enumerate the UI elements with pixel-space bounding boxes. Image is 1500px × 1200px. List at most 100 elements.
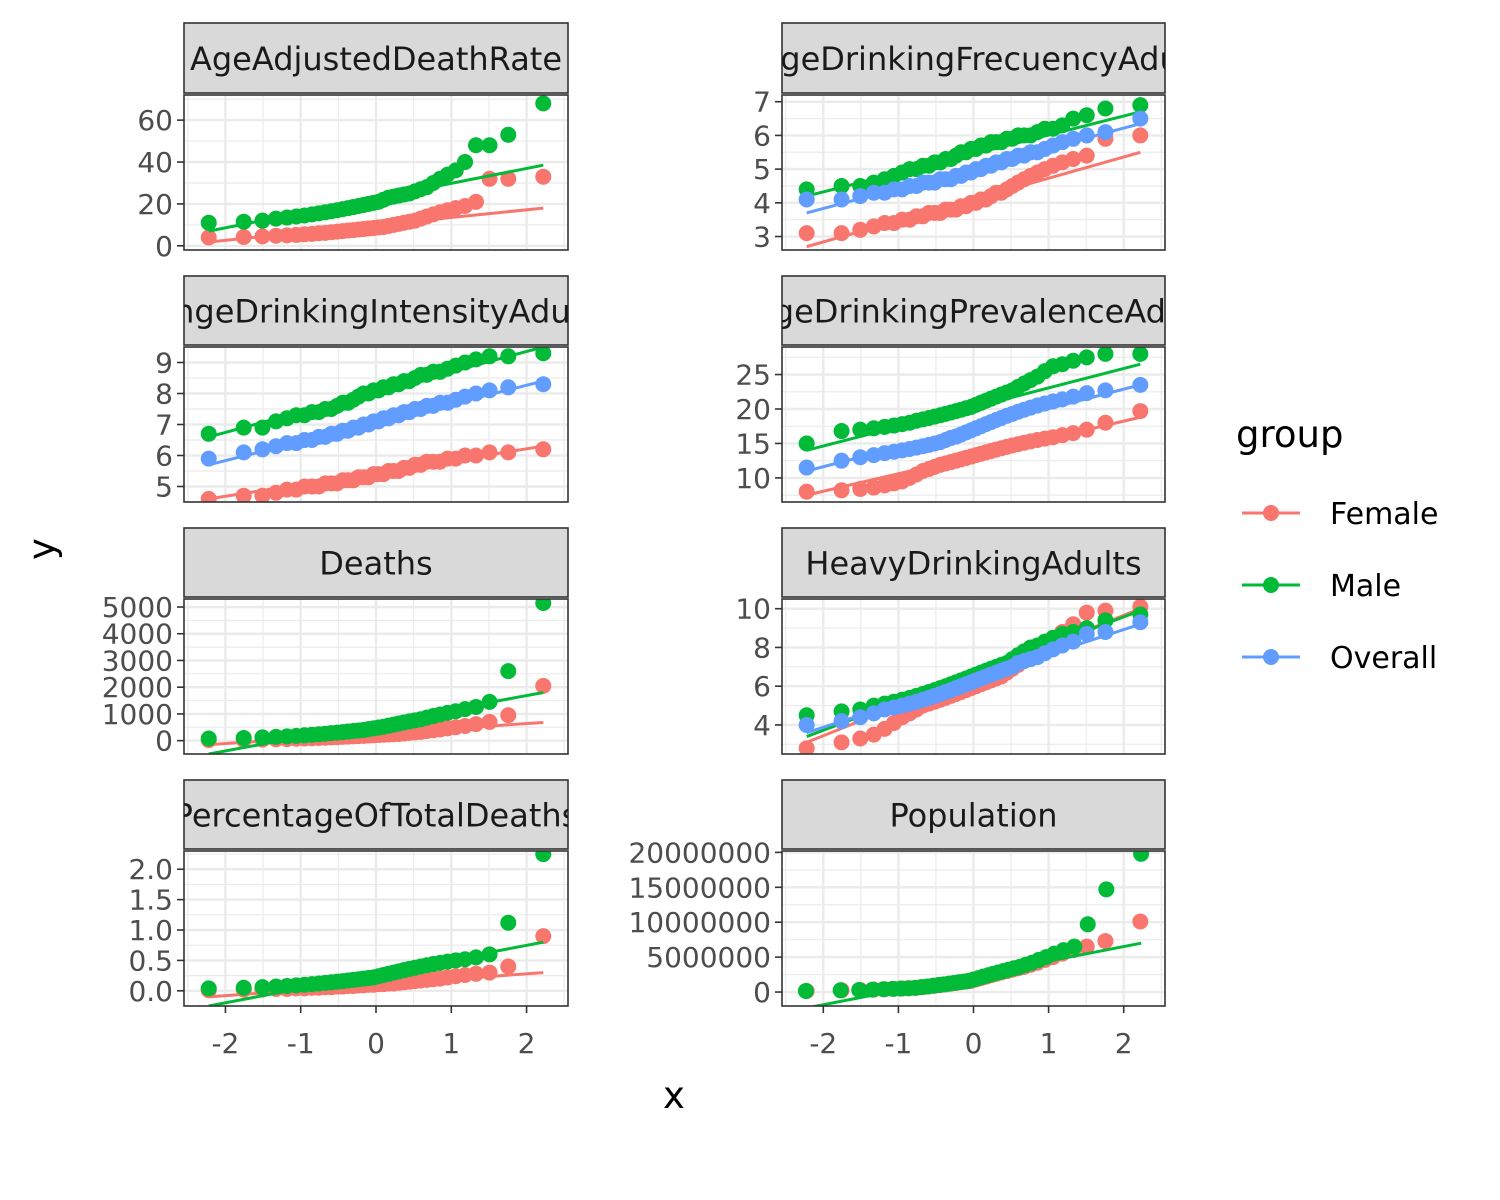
facet-strip bbox=[183, 779, 569, 850]
series-layer bbox=[200, 347, 552, 502]
point-male bbox=[200, 730, 217, 747]
series-layer bbox=[200, 599, 552, 754]
series-layer bbox=[200, 851, 552, 1006]
point-female bbox=[833, 734, 850, 751]
facet-strip-label: HeavyDrinkingAdults bbox=[805, 545, 1141, 583]
y-tick-label: 3 bbox=[753, 221, 771, 254]
point-female bbox=[852, 221, 869, 238]
point-male bbox=[481, 348, 498, 365]
point-female bbox=[1078, 604, 1095, 621]
point-overall bbox=[200, 450, 217, 467]
legend-item-male: Male bbox=[1242, 569, 1401, 604]
panel-border bbox=[781, 346, 1166, 503]
point-male bbox=[1097, 100, 1114, 117]
point-male bbox=[535, 599, 552, 612]
point-overall bbox=[1132, 614, 1149, 631]
y-tick-label: 15 bbox=[735, 427, 771, 460]
point-overall bbox=[500, 379, 517, 396]
y-tick-label: 0.5 bbox=[128, 944, 173, 977]
point-male bbox=[235, 419, 252, 436]
point-male bbox=[481, 693, 498, 710]
x-tick-label: 1 bbox=[1040, 1027, 1058, 1060]
x-tick-label: -1 bbox=[287, 1027, 315, 1060]
point-overall bbox=[1097, 623, 1114, 640]
point-female bbox=[1132, 403, 1149, 420]
point-male bbox=[500, 914, 517, 931]
y-axis-title: y bbox=[20, 538, 63, 560]
legend-key-point bbox=[1263, 577, 1279, 593]
point-male bbox=[832, 982, 849, 999]
point-male bbox=[1079, 916, 1096, 933]
point-male bbox=[833, 423, 850, 440]
facet-strip bbox=[183, 527, 569, 598]
point-female bbox=[467, 716, 484, 733]
point-male bbox=[500, 348, 517, 365]
y-tick-label: 5 bbox=[155, 471, 173, 504]
point-male bbox=[467, 137, 484, 154]
point-overall bbox=[833, 191, 850, 208]
y-tick-label: 4 bbox=[753, 187, 771, 220]
facet-population: Population050000001000000015000000200000… bbox=[628, 779, 1166, 1060]
facet-panels: AgeAdjustedDeathRate0204060BingeDrinking… bbox=[102, 22, 1166, 1060]
series-layer bbox=[798, 347, 1149, 500]
point-male bbox=[200, 980, 217, 997]
point-overall bbox=[833, 452, 850, 469]
point-male bbox=[852, 421, 869, 438]
y-tick-label: 0 bbox=[155, 725, 173, 758]
point-overall bbox=[1065, 388, 1082, 405]
y-tick-label: 1000 bbox=[102, 698, 173, 731]
legend-label: Overall bbox=[1330, 641, 1437, 676]
point-female bbox=[467, 193, 484, 210]
point-overall bbox=[467, 385, 484, 402]
y-tick-label: 25 bbox=[735, 359, 771, 392]
x-tick-label: 0 bbox=[965, 1027, 983, 1060]
y-tick-label: 0 bbox=[753, 976, 771, 1009]
point-female bbox=[535, 441, 552, 458]
point-overall bbox=[1078, 625, 1095, 642]
y-tick-label: 2000 bbox=[102, 671, 173, 704]
panel-border bbox=[183, 598, 569, 755]
x-tick-label: 2 bbox=[518, 1027, 536, 1060]
point-overall bbox=[254, 441, 271, 458]
point-overall bbox=[1078, 127, 1095, 144]
y-tick-label: 9 bbox=[155, 347, 173, 380]
point-female bbox=[500, 444, 517, 461]
point-female bbox=[235, 229, 252, 246]
gridlines bbox=[782, 347, 1165, 502]
point-female bbox=[1097, 414, 1114, 431]
y-tick-label: 8 bbox=[753, 631, 771, 664]
legend-title: group bbox=[1236, 413, 1343, 456]
point-male bbox=[457, 154, 474, 171]
point-overall bbox=[1078, 385, 1095, 402]
point-male bbox=[1132, 97, 1149, 114]
point-female bbox=[1132, 913, 1149, 930]
point-female bbox=[481, 444, 498, 461]
y-tick-label: 6 bbox=[155, 440, 173, 473]
x-tick-label: -1 bbox=[884, 1027, 912, 1060]
y-tick-label: 40 bbox=[137, 146, 173, 179]
y-tick-label: 3000 bbox=[102, 644, 173, 677]
panel-border bbox=[183, 94, 569, 251]
point-male bbox=[1066, 938, 1083, 955]
point-female bbox=[535, 928, 552, 945]
y-tick-label: 6 bbox=[753, 670, 771, 703]
point-female bbox=[1097, 933, 1114, 950]
x-axis-title: x bbox=[663, 1074, 685, 1117]
point-female bbox=[852, 730, 869, 747]
series-layer bbox=[797, 851, 1150, 1006]
point-male bbox=[235, 729, 252, 746]
y-tick-label: 15000000 bbox=[628, 871, 771, 904]
x-tick-label: 1 bbox=[442, 1027, 460, 1060]
legend-label: Male bbox=[1330, 569, 1401, 604]
point-male bbox=[254, 212, 271, 229]
point-overall bbox=[1097, 124, 1114, 141]
y-tick-label: 0.0 bbox=[128, 975, 173, 1008]
point-male bbox=[467, 949, 484, 966]
point-female bbox=[852, 480, 869, 497]
point-female bbox=[481, 713, 498, 730]
y-tick-label: 10 bbox=[735, 593, 771, 626]
point-male bbox=[535, 851, 552, 863]
point-male bbox=[200, 425, 217, 442]
